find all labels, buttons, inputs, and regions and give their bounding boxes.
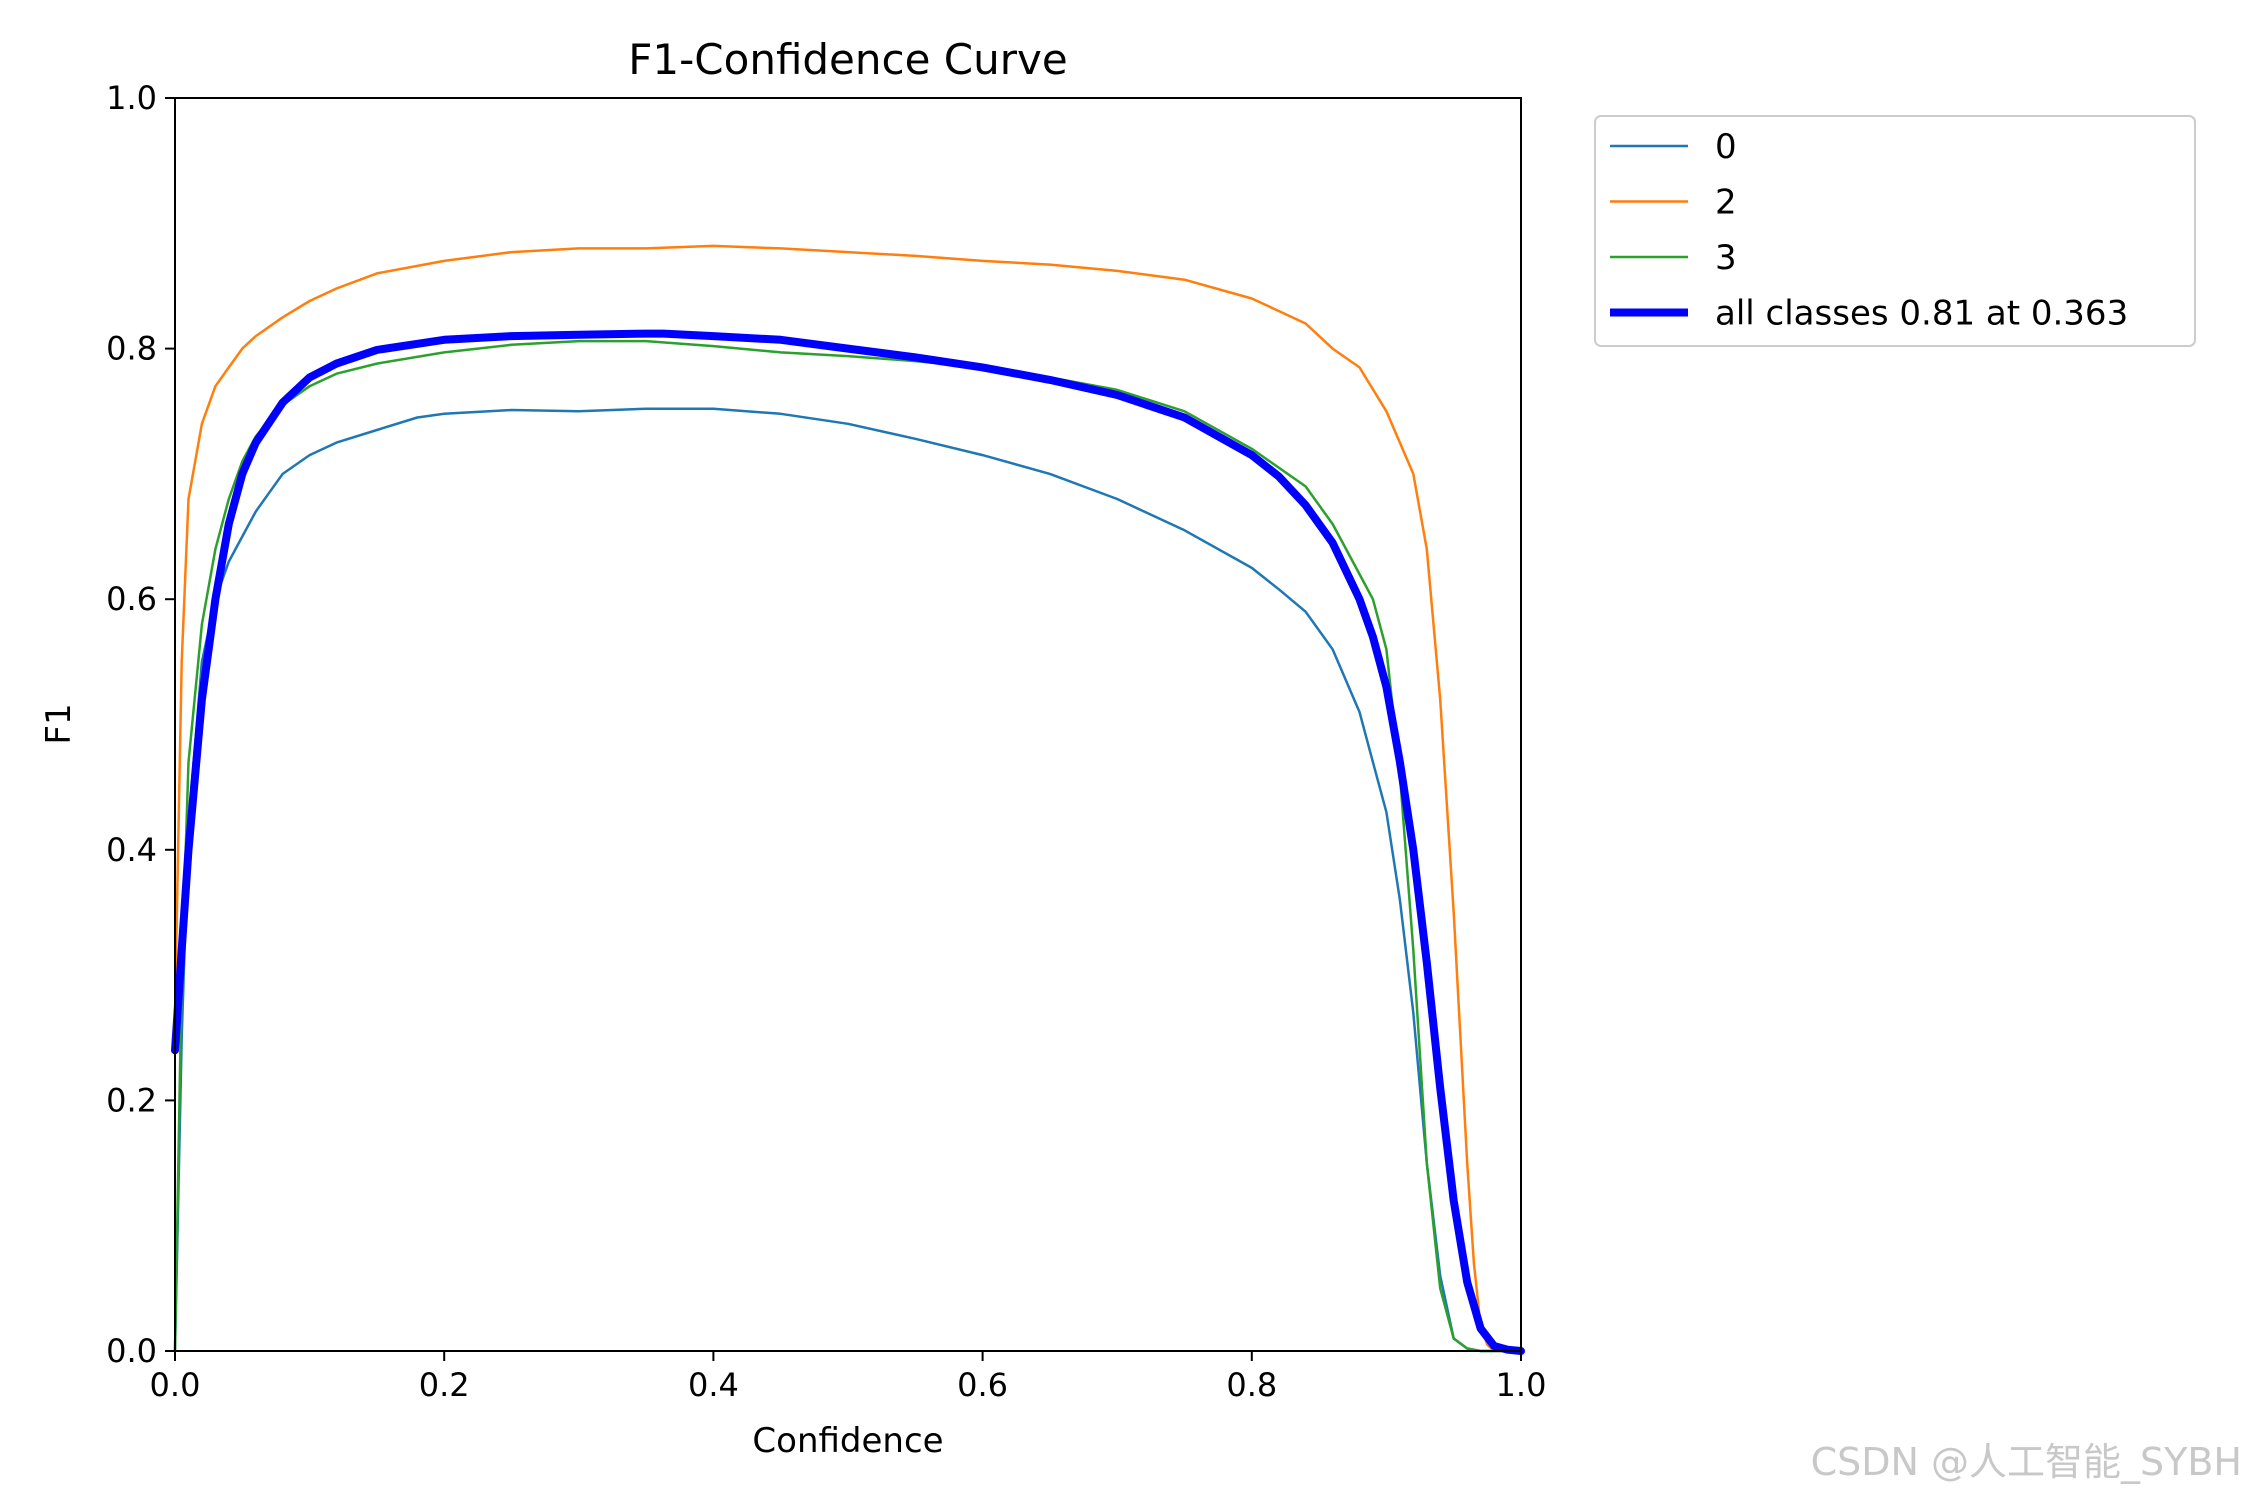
series-line-2 xyxy=(173,339,1523,1353)
y-axis-label: F1 xyxy=(39,703,79,744)
legend-label-2: 3 xyxy=(1715,238,1737,278)
x-tick-label: 0.2 xyxy=(419,1366,470,1404)
legend-box xyxy=(1594,115,2196,347)
x-tick-label: 0.8 xyxy=(1226,1366,1277,1404)
legend-label-0: 0 xyxy=(1715,127,1737,167)
plot-frame xyxy=(174,97,1522,1352)
legend: 0 2 3 all classes 0.81 at 0.363 xyxy=(1594,115,2196,347)
series-line-0 xyxy=(173,407,1523,1353)
y-tick-label: 0.0 xyxy=(106,1332,157,1370)
y-tick-label: 1.0 xyxy=(106,79,157,117)
x-tick-label: 0.0 xyxy=(150,1366,201,1404)
legend-label-1: 2 xyxy=(1715,183,1737,223)
x-tick-label: 0.4 xyxy=(688,1366,739,1404)
y-tick-label: 0.4 xyxy=(106,831,157,869)
x-tick-label: 0.6 xyxy=(957,1366,1008,1404)
legend-items: 0 2 3 all classes 0.81 at 0.363 xyxy=(1610,127,2128,334)
chart-title: F1-Confidence Curve xyxy=(628,35,1067,84)
watermark: CSDN @人工智能_SYBH xyxy=(1810,1440,2242,1484)
y-axis-ticks: 0.0 0.2 0.4 0.6 0.8 1.0 xyxy=(106,79,175,1370)
series-layer xyxy=(171,244,1525,1355)
series-line-3 xyxy=(171,329,1525,1355)
y-tick-label: 0.6 xyxy=(106,580,157,618)
y-tick-label: 0.2 xyxy=(106,1081,157,1119)
legend-label-3: all classes 0.81 at 0.363 xyxy=(1715,294,2128,334)
x-axis-label: Confidence xyxy=(752,1421,943,1461)
y-tick-label: 0.8 xyxy=(106,330,157,368)
x-tick-label: 1.0 xyxy=(1496,1366,1547,1404)
x-axis-ticks: 0.0 0.2 0.4 0.6 0.8 1.0 xyxy=(150,1351,1547,1404)
series-line-1 xyxy=(173,244,1523,1353)
